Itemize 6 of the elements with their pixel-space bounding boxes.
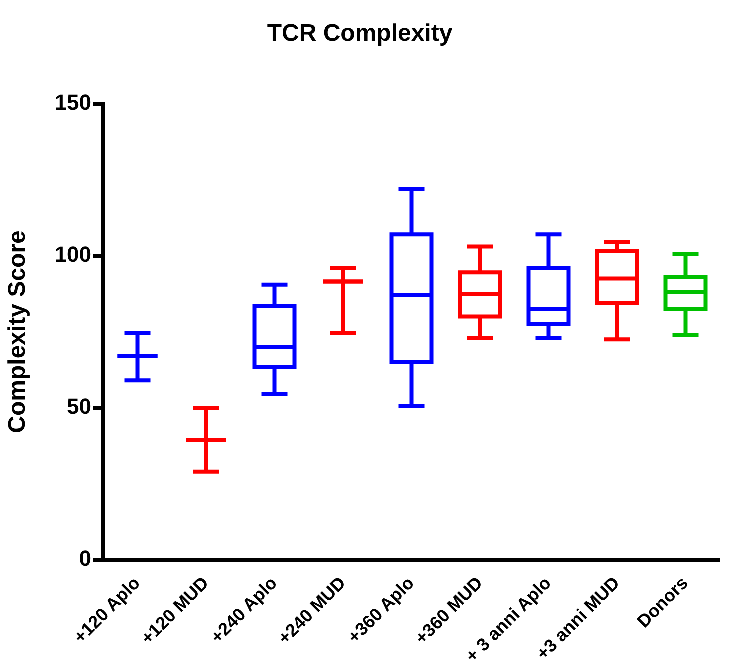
- y-tick-label: 50: [67, 394, 92, 420]
- y-tick-label: 100: [54, 242, 92, 267]
- y-tick-label: 150: [54, 90, 92, 115]
- y-tick-label: 0: [79, 546, 92, 572]
- y-axis-title: Complexity Score: [4, 230, 32, 434]
- chart-title: TCR Complexity: [267, 20, 454, 48]
